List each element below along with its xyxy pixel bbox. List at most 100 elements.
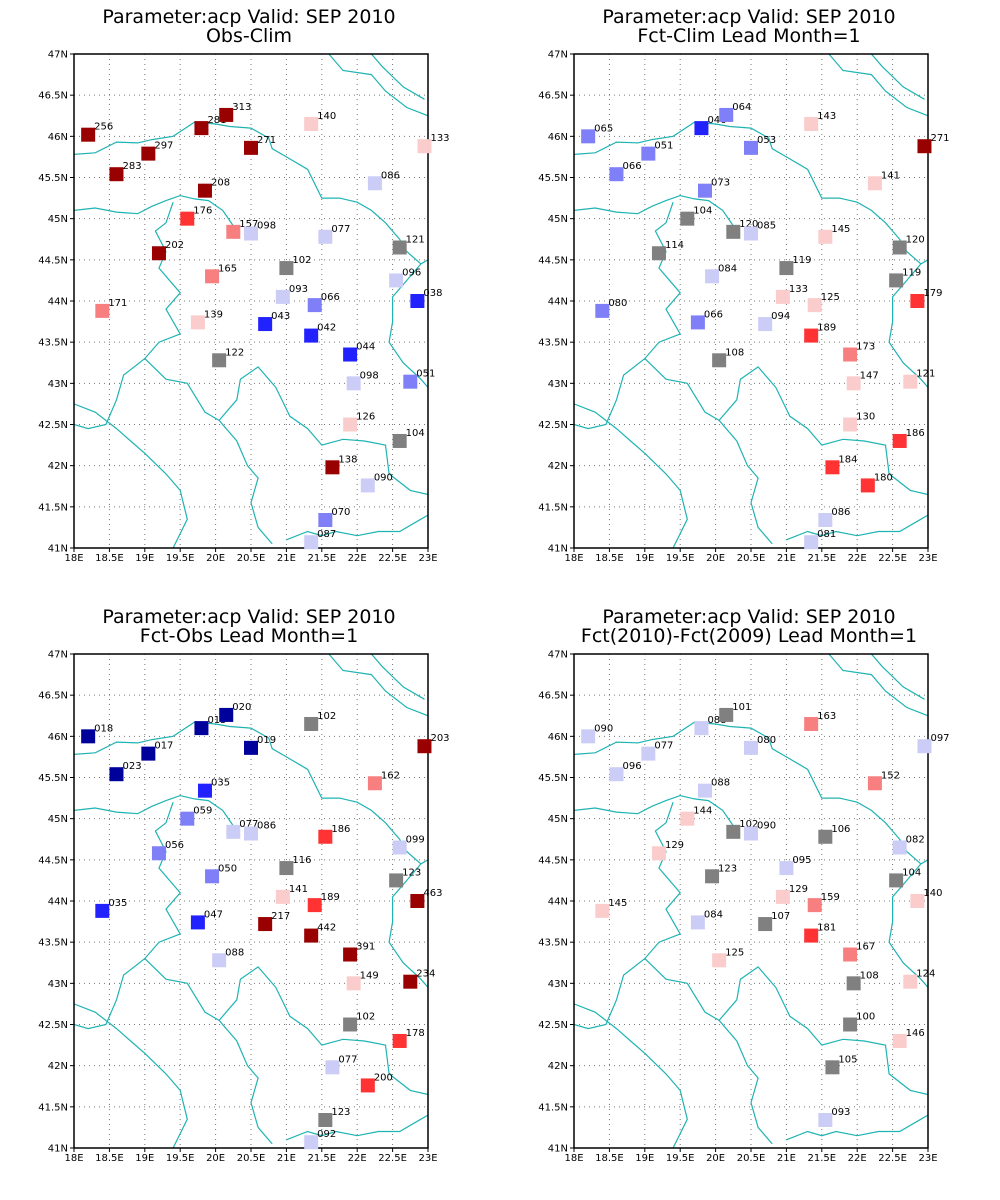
- station-marker: [917, 139, 932, 154]
- station-value-label: 084: [704, 909, 723, 920]
- station-value-label: 065: [594, 123, 613, 134]
- station-marker: [892, 1033, 907, 1048]
- station-marker: [903, 974, 918, 989]
- station-marker: [392, 240, 407, 255]
- station-value-label: 271: [930, 133, 949, 144]
- x-tick-label: 21.5E: [308, 1153, 337, 1164]
- station-marker: [279, 261, 294, 276]
- station-value-label: 313: [232, 102, 251, 113]
- y-tick-label: 47N: [48, 50, 68, 61]
- coastline-path: [74, 721, 428, 865]
- station-value-label: 104: [406, 428, 425, 439]
- station-marker: [95, 903, 110, 918]
- coastlines: [574, 654, 928, 1148]
- station-marker: [244, 140, 258, 155]
- station-marker: [304, 716, 319, 731]
- station-value-label: 283: [122, 161, 141, 172]
- coastline-path: [786, 514, 928, 541]
- station-marker: [392, 840, 407, 855]
- station-marker: [818, 513, 833, 528]
- panel-title: Parameter:acp Valid: SEP 2010: [102, 606, 395, 628]
- station-marker: [726, 224, 741, 239]
- coastline-path: [718, 420, 773, 545]
- station-marker: [804, 928, 819, 943]
- station-value-label: 046: [707, 115, 726, 126]
- y-tick-label: 44N: [548, 897, 568, 908]
- y-tick-label: 45.5N: [38, 173, 68, 184]
- station-marker: [318, 229, 333, 244]
- station-marker: [581, 129, 596, 144]
- station-value-label: 138: [338, 454, 357, 465]
- coastline-path: [870, 54, 925, 100]
- station-markers: 2562832972813132712081761570982021651020…: [81, 102, 450, 550]
- y-tick-label: 41.5N: [538, 1102, 568, 1113]
- station-marker: [304, 928, 319, 943]
- station-marker: [151, 846, 166, 861]
- station-marker: [697, 783, 712, 798]
- station-marker: [343, 417, 358, 432]
- station-value-label: 020: [232, 702, 251, 713]
- x-tick-label: 19.5E: [166, 553, 195, 564]
- y-tick-label: 43N: [48, 379, 68, 390]
- x-tick-label: 23E: [418, 553, 437, 564]
- station-marker: [258, 317, 273, 332]
- y-tick-label: 47N: [548, 50, 568, 61]
- station-value-label: 139: [204, 309, 223, 320]
- y-tick-label: 46.5N: [538, 91, 568, 102]
- station-marker: [197, 783, 212, 798]
- station-value-label: 145: [831, 224, 850, 235]
- station-marker: [910, 894, 925, 908]
- x-tick-label: 19E: [635, 553, 654, 564]
- station-marker: [318, 1113, 333, 1128]
- x-tick-label: 18.5E: [95, 1153, 124, 1164]
- station-value-label: 082: [906, 834, 925, 845]
- station-marker: [889, 873, 904, 888]
- station-marker: [609, 167, 624, 182]
- station-value-label: 081: [817, 529, 836, 540]
- station-value-label: 202: [165, 240, 184, 251]
- station-marker: [212, 953, 227, 968]
- station-value-label: 145: [608, 898, 627, 909]
- coastline-path: [828, 54, 928, 117]
- x-tick-label: 20E: [706, 1153, 725, 1164]
- station-marker: [889, 273, 904, 288]
- station-value-label: 133: [430, 133, 449, 144]
- coastline-path: [218, 1020, 273, 1145]
- station-value-label: 119: [792, 255, 811, 266]
- y-tick-label: 44N: [48, 897, 68, 908]
- y-tick-label: 41.5N: [38, 502, 68, 513]
- x-tick-label: 21E: [777, 1153, 796, 1164]
- station-marker: [219, 107, 234, 122]
- x-tick-label: 20E: [706, 553, 725, 564]
- station-value-label: 120: [906, 234, 925, 245]
- station-value-label: 017: [154, 741, 173, 752]
- station-marker: [197, 183, 212, 198]
- station-value-label: 098: [257, 220, 276, 231]
- station-marker: [804, 328, 819, 343]
- station-value-label: 038: [423, 288, 442, 299]
- station-value-label: 077: [654, 741, 673, 752]
- station-value-label: 023: [122, 761, 141, 772]
- coastline-path: [574, 202, 682, 430]
- station-value-label: 044: [356, 342, 375, 353]
- station-value-label: 141: [289, 884, 308, 895]
- station-value-label: 088: [711, 778, 730, 789]
- station-marker: [641, 746, 656, 761]
- station-value-label: 116: [292, 855, 311, 866]
- station-marker: [843, 1017, 858, 1032]
- station-marker: [581, 729, 596, 744]
- station-marker: [275, 889, 290, 904]
- station-marker: [141, 146, 156, 161]
- coastline-path: [328, 654, 428, 717]
- station-value-label: 189: [817, 323, 836, 334]
- x-tick-label: 22.5E: [878, 553, 907, 564]
- y-tick-label: 42.5N: [538, 420, 568, 431]
- y-tick-label: 43.5N: [38, 938, 68, 949]
- y-tick-label: 45.5N: [38, 773, 68, 784]
- y-tick-label: 42.5N: [38, 1020, 68, 1031]
- station-value-label: 093: [831, 1107, 850, 1118]
- station-marker: [403, 974, 418, 989]
- station-marker: [775, 889, 790, 904]
- station-marker: [712, 353, 727, 368]
